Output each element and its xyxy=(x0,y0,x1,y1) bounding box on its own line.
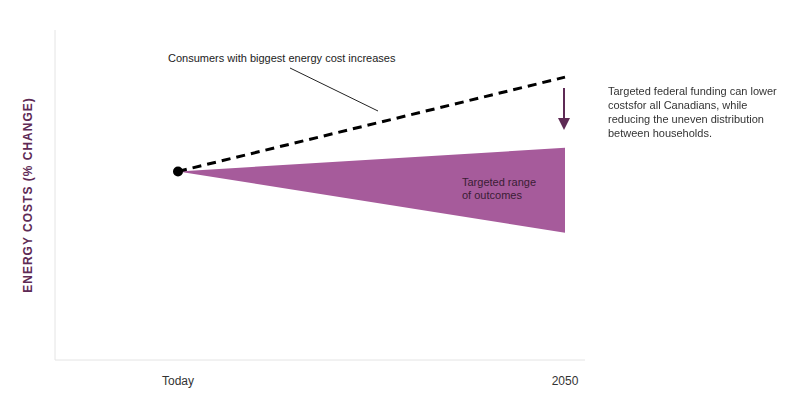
html-text:ENERGY COSTS (% CHANGE): ENERGY COSTS (% CHANGE) xyxy=(21,97,35,293)
html-text:Consumers with biggest energy: Consumers with biggest energy cost incre… xyxy=(168,52,396,64)
svg-text:Today: Today xyxy=(162,374,194,388)
html-text:Targeted federal funding can l: Targeted federal funding can lower costs… xyxy=(608,85,777,139)
html-text:Targeted range of outcomes: Targeted range of outcomes xyxy=(462,176,536,201)
svg-text:2050: 2050 xyxy=(552,374,579,388)
